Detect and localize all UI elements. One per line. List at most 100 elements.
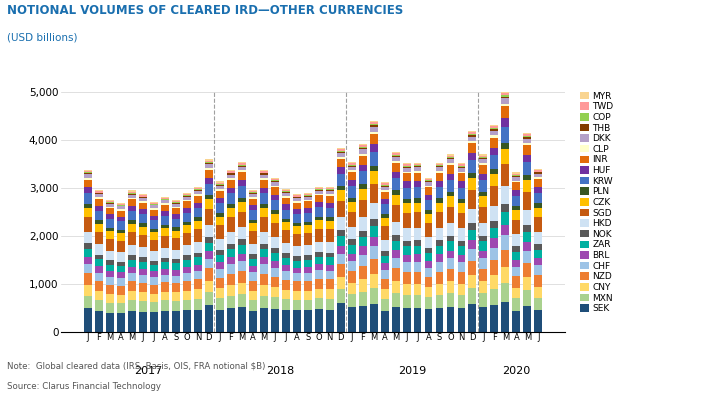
Bar (469, 178, 477, 190)
Bar (369, 126, 377, 127)
Bar (413, 308, 421, 332)
Bar (205, 200, 213, 209)
Bar (161, 258, 169, 262)
Bar (513, 298, 521, 311)
Bar (271, 178, 279, 179)
Bar (95, 206, 103, 211)
Bar (172, 238, 180, 250)
Bar (117, 205, 125, 206)
Bar (425, 309, 433, 332)
Bar (227, 193, 235, 204)
Bar (194, 190, 202, 191)
Bar (139, 301, 147, 312)
Bar (216, 182, 224, 184)
Bar (150, 284, 158, 294)
Bar (293, 274, 301, 281)
Bar (413, 202, 421, 212)
Text: Source: Clarus Financial Technology: Source: Clarus Financial Technology (7, 382, 161, 391)
Bar (271, 210, 279, 214)
Bar (260, 244, 268, 249)
Bar (402, 172, 410, 174)
Bar (446, 242, 454, 250)
Bar (325, 221, 333, 229)
Bar (106, 202, 114, 203)
Bar (402, 295, 410, 308)
Bar (413, 228, 421, 240)
Bar (392, 157, 400, 161)
Bar (413, 254, 421, 262)
Bar (227, 308, 235, 332)
Bar (480, 196, 487, 206)
Bar (381, 190, 389, 192)
Bar (436, 198, 444, 202)
Bar (523, 143, 531, 145)
Bar (172, 263, 180, 270)
Bar (128, 211, 136, 220)
Bar (172, 219, 180, 227)
Bar (128, 273, 136, 281)
Bar (359, 200, 366, 217)
Bar (282, 222, 289, 230)
Bar (260, 249, 268, 257)
Bar (106, 303, 114, 313)
Bar (436, 284, 444, 295)
Bar (413, 168, 421, 171)
Bar (402, 308, 410, 332)
Bar (95, 300, 103, 311)
Bar (392, 163, 400, 172)
Bar (95, 220, 103, 224)
Bar (194, 299, 202, 310)
Bar (446, 192, 454, 196)
Bar (95, 255, 103, 259)
Bar (480, 192, 487, 196)
Bar (392, 205, 400, 222)
Bar (457, 241, 465, 246)
Bar (172, 250, 180, 259)
Bar (260, 204, 268, 208)
Bar (457, 213, 465, 228)
Bar (513, 288, 521, 298)
Bar (402, 255, 410, 262)
Bar (315, 289, 323, 298)
Bar (238, 167, 246, 170)
Bar (95, 191, 103, 192)
Bar (161, 198, 169, 199)
Bar (359, 292, 366, 306)
Bar (128, 291, 136, 300)
Bar (457, 199, 465, 203)
Bar (490, 288, 498, 305)
Bar (436, 202, 444, 212)
Bar (480, 163, 487, 165)
Bar (117, 266, 125, 272)
Bar (501, 127, 509, 143)
Bar (227, 274, 235, 285)
Bar (128, 260, 136, 267)
Bar (161, 199, 169, 200)
Bar (392, 152, 400, 153)
Bar (194, 194, 202, 196)
Bar (304, 291, 312, 300)
Bar (469, 304, 477, 332)
Bar (216, 184, 224, 185)
Bar (106, 251, 114, 260)
Bar (238, 227, 246, 240)
Bar (260, 170, 268, 171)
Bar (128, 245, 136, 255)
Bar (513, 180, 521, 182)
Bar (369, 237, 377, 246)
Bar (271, 237, 279, 248)
Bar (480, 180, 487, 192)
Bar (337, 289, 345, 303)
Bar (95, 259, 103, 266)
Bar (227, 244, 235, 249)
Bar (457, 262, 465, 272)
Bar (315, 190, 323, 191)
Bar (501, 186, 509, 204)
Bar (359, 148, 366, 150)
Bar (216, 203, 224, 213)
Bar (402, 213, 410, 228)
Bar (128, 192, 136, 193)
Bar (106, 214, 114, 219)
Bar (84, 170, 92, 171)
Bar (446, 223, 454, 236)
